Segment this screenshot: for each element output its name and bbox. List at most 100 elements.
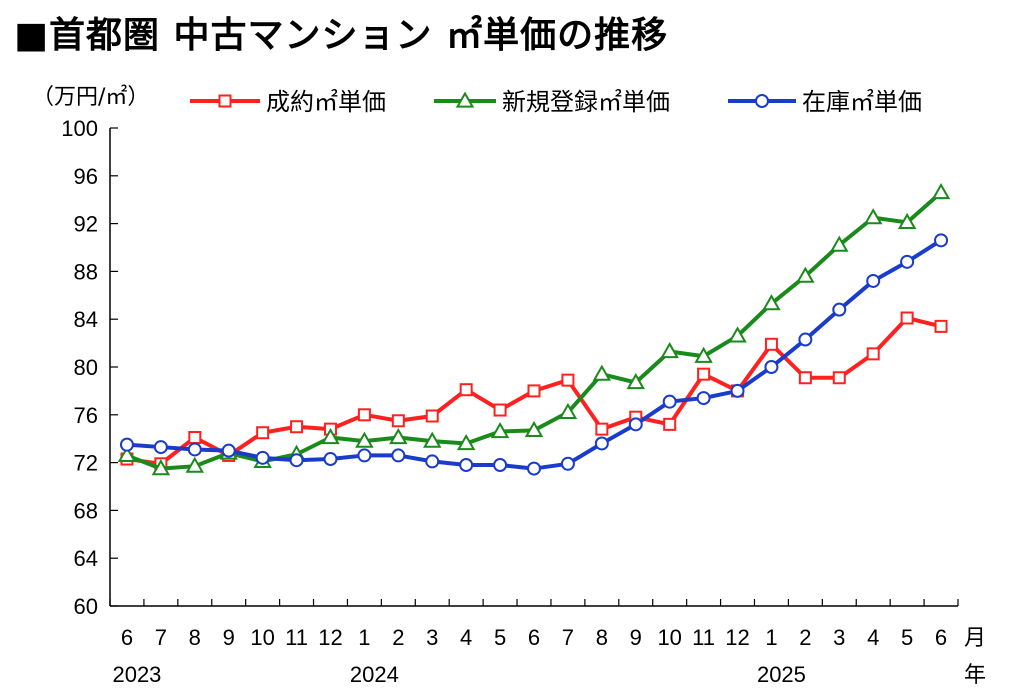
x-tick-label: 4 <box>867 625 879 650</box>
x-axis-year-unit: 年 <box>964 662 986 687</box>
x-tick-label: 6 <box>121 625 133 650</box>
data-point <box>187 442 202 457</box>
x-year-label: 2025 <box>757 662 806 687</box>
data-point <box>830 235 849 252</box>
data-point <box>527 384 541 398</box>
data-point <box>595 422 609 436</box>
x-year-label: 2024 <box>350 662 399 687</box>
data-point <box>934 233 949 248</box>
data-point <box>153 440 168 455</box>
x-tick-label: 10 <box>657 625 681 650</box>
data-point <box>355 431 374 448</box>
data-point <box>626 373 645 390</box>
data-point <box>493 403 507 417</box>
data-point <box>762 294 781 311</box>
data-point <box>391 448 406 463</box>
legend-label: 在庫㎡単価 <box>802 88 922 116</box>
legend-marker <box>455 91 475 108</box>
data-point <box>628 417 643 432</box>
y-tick-label: 84 <box>74 307 98 332</box>
x-tick-label: 2 <box>392 625 404 650</box>
data-point <box>423 431 442 448</box>
y-tick-label: 68 <box>74 498 98 523</box>
data-point <box>662 394 677 409</box>
y-tick-label: 96 <box>74 164 98 189</box>
data-point <box>391 414 405 428</box>
data-point <box>697 367 711 381</box>
y-tick-label: 88 <box>74 259 98 284</box>
data-point <box>459 457 474 472</box>
data-point <box>660 341 679 359</box>
x-tick-label: 7 <box>562 625 574 650</box>
data-point <box>357 448 372 463</box>
data-point <box>863 208 883 225</box>
data-point <box>558 402 578 420</box>
y-tick-label: 92 <box>74 212 98 237</box>
data-point <box>456 433 476 451</box>
data-point <box>696 391 711 406</box>
data-point <box>796 266 815 283</box>
data-point <box>524 420 544 437</box>
x-tick-label: 10 <box>250 625 274 650</box>
data-point <box>897 212 917 230</box>
data-point <box>188 431 202 445</box>
data-point <box>459 383 473 397</box>
legend-marker <box>755 94 769 108</box>
x-tick-label: 1 <box>765 625 777 650</box>
x-tick-label: 1 <box>358 625 370 650</box>
y-tick-label: 76 <box>74 403 98 428</box>
data-point <box>832 371 846 385</box>
data-point <box>425 454 440 469</box>
data-point <box>900 311 914 325</box>
data-point <box>798 332 813 347</box>
x-tick-label: 8 <box>189 625 201 650</box>
x-tick-label: 12 <box>725 625 749 650</box>
data-point <box>592 364 612 381</box>
data-point <box>389 427 408 445</box>
data-point <box>290 420 304 434</box>
data-point <box>321 427 340 445</box>
x-axis-month-unit: 月 <box>964 625 986 650</box>
data-point <box>866 347 880 361</box>
data-point <box>425 409 439 423</box>
data-point <box>117 445 137 463</box>
x-tick-label: 5 <box>901 625 913 650</box>
y-tick-labels: 60 64 68 72 76 80 84 88 92 96 100 <box>61 116 98 619</box>
x-tick-label: 9 <box>630 625 642 650</box>
x-tick-label: 9 <box>223 625 235 650</box>
legend-item-3: 在庫㎡単価 <box>728 88 922 116</box>
data-point <box>866 273 881 288</box>
y-tick-label: 100 <box>61 116 98 141</box>
y-tick-label: 80 <box>74 355 98 380</box>
x-tick-label: 3 <box>426 625 438 650</box>
chart-title: ■首都圏 中古マンション ㎡単価の推移 <box>14 15 669 56</box>
data-point <box>594 436 609 451</box>
data-point <box>730 383 745 398</box>
legend-marker <box>218 94 232 108</box>
data-point <box>934 319 948 333</box>
legend-item-1: 成約㎡単価 <box>190 88 386 116</box>
series-group <box>117 183 951 476</box>
legend: 成約㎡単価 新規登録㎡単価 在庫㎡単価 <box>190 88 922 116</box>
axes <box>109 127 959 607</box>
data-point <box>255 450 270 465</box>
legend-label: 新規登録㎡単価 <box>502 88 670 116</box>
data-point <box>221 443 236 458</box>
data-point <box>798 371 812 385</box>
data-point <box>289 453 304 468</box>
data-point <box>490 422 510 439</box>
data-point <box>357 408 371 422</box>
x-tick-label: 6 <box>935 625 947 650</box>
data-point <box>663 417 677 431</box>
data-point <box>185 456 205 473</box>
x-tick-label: 5 <box>494 625 506 650</box>
data-point <box>119 437 134 452</box>
data-point <box>728 326 747 343</box>
data-point <box>900 254 915 269</box>
x-tick-label: 12 <box>318 625 342 650</box>
legend-item-2: 新規登録㎡単価 <box>434 88 670 116</box>
x-year-label: 2023 <box>112 662 161 687</box>
data-point <box>323 452 338 467</box>
x-tick-label: 3 <box>833 625 845 650</box>
